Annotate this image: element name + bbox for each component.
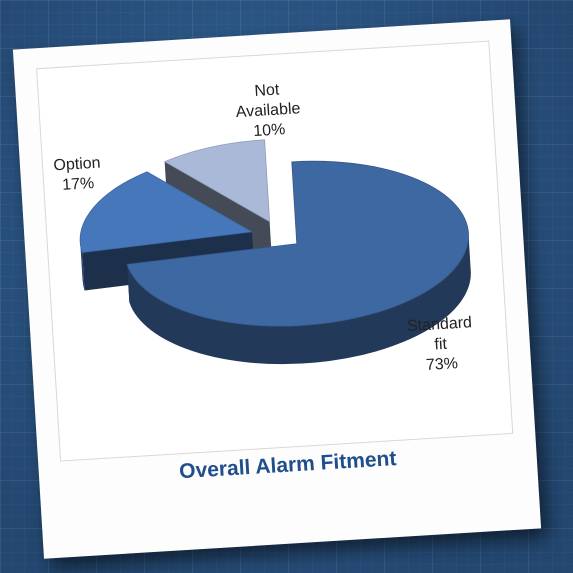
pie-slice-side <box>127 233 471 365</box>
chart-frame: Standardfit73% Option17% NotAvailable10% <box>36 40 514 462</box>
pie-slice <box>79 171 254 253</box>
photo-card: Standardfit73% Option17% NotAvailable10% O… <box>12 19 542 559</box>
pie-labels: Standardfit73% Option17% NotAvailable10% <box>53 80 475 375</box>
pie-slice-label: NotAvailable10% <box>234 80 302 141</box>
pie-chart: Standardfit73% Option17% NotAvailable10% <box>53 80 475 375</box>
pie-slice <box>163 139 271 223</box>
pie-slice-label: Standardfit73% <box>407 314 475 375</box>
pie-slice-side <box>80 242 85 291</box>
pie-slice-label: Option17% <box>53 155 102 195</box>
pie-tops <box>79 139 469 327</box>
pie-slice <box>126 160 469 327</box>
